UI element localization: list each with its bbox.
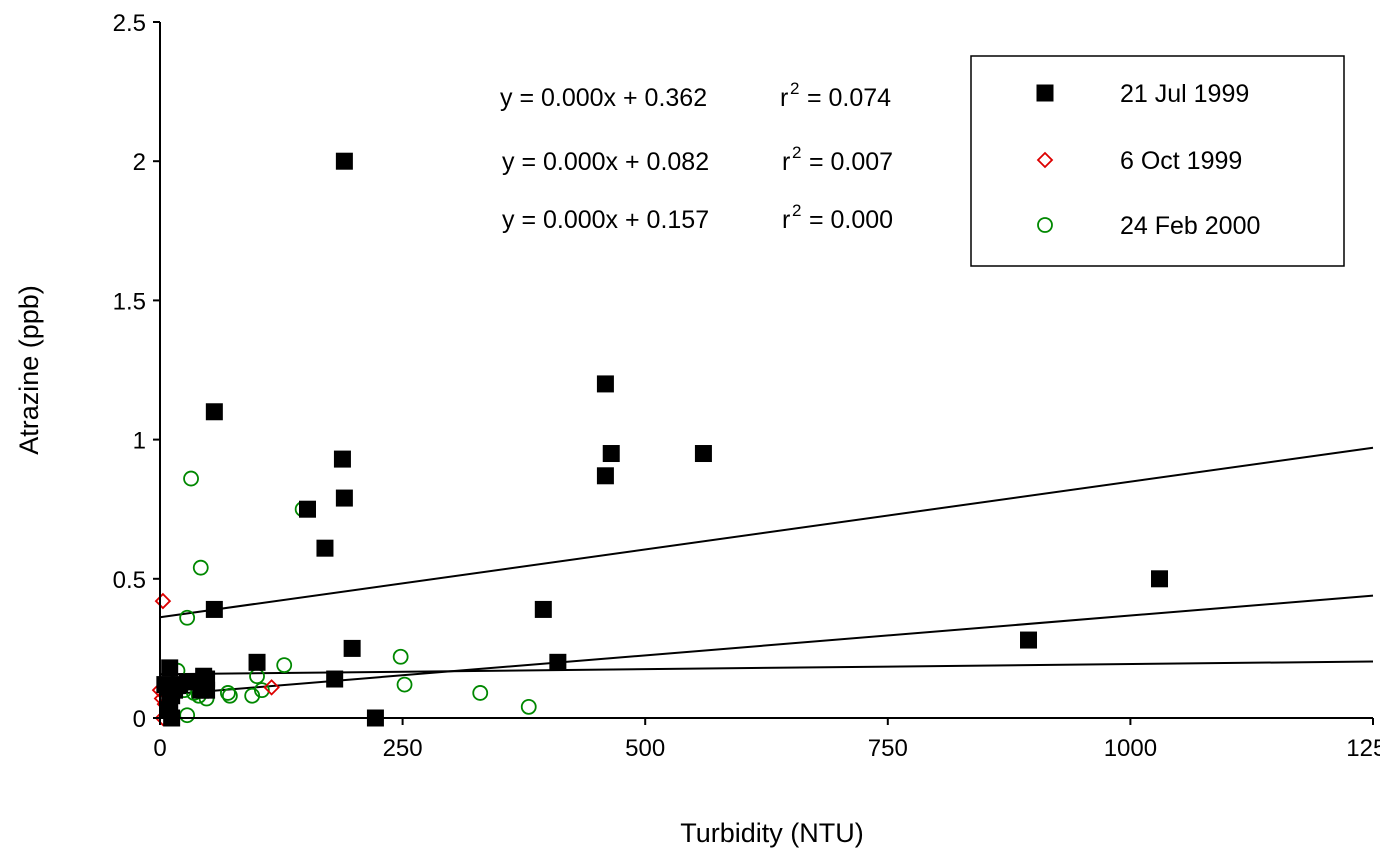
data-point [333, 450, 351, 468]
r2-superscript: 2 [792, 201, 801, 220]
r2-value: = 0.074 [800, 84, 891, 112]
data-point [549, 653, 567, 671]
data-point [520, 698, 537, 715]
y-tick-label: 2 [133, 149, 146, 176]
legend: 21 Jul 1999 6 Oct 1999 24 Feb 2000 [970, 55, 1345, 267]
r2-label: r [782, 148, 790, 176]
data-point [602, 445, 620, 463]
data-point [335, 489, 353, 507]
data-point [248, 653, 266, 671]
data-point [263, 679, 280, 696]
data-point [249, 668, 265, 685]
r2-value: = 0.000 [802, 206, 893, 234]
regression-lines [159, 446, 1374, 697]
data-point [326, 670, 344, 688]
data-point [534, 600, 552, 618]
x-tick-label: 250 [383, 735, 423, 762]
data-point [221, 687, 238, 704]
data-point [316, 539, 334, 557]
x-tick-label: 1000 [1104, 735, 1157, 762]
y-tick-label: 2.5 [113, 10, 146, 37]
regression-line [159, 446, 1374, 619]
legend-label: 24 Feb 2000 [1120, 212, 1260, 240]
x-tick-label: 500 [625, 735, 665, 762]
data-point [694, 445, 712, 463]
y-tick-label: 1.5 [113, 288, 146, 315]
data-point [343, 639, 361, 657]
r2-superscript: 2 [792, 143, 801, 162]
y-axis-title: Atrazine (ppb) [14, 285, 44, 455]
data-point [205, 403, 223, 421]
y-tick-label: 1 [133, 428, 146, 455]
data-point [392, 648, 409, 665]
data-point [179, 609, 196, 626]
legend-label: 6 Oct 1999 [1120, 147, 1242, 175]
equation-text: y = 0.000x + 0.082 [502, 148, 709, 176]
data-point [183, 470, 199, 487]
data-point [1151, 570, 1169, 588]
data-point [472, 685, 489, 701]
data-points [151, 152, 1169, 727]
data-point [205, 600, 223, 618]
y-tick-label: 0 [133, 706, 146, 733]
r2-superscript: 2 [790, 79, 799, 98]
data-point [192, 559, 209, 576]
equation-text: y = 0.000x + 0.362 [500, 84, 707, 112]
regression-line [159, 594, 1374, 697]
r2-value: = 0.007 [802, 148, 893, 176]
r2-label: r [780, 84, 788, 112]
legend-box [970, 55, 1345, 267]
x-axis-title: Turbidity (NTU) [680, 818, 864, 848]
data-point [335, 152, 353, 170]
data-point [244, 687, 261, 704]
regression-line [159, 660, 1374, 676]
data-point [1020, 631, 1038, 649]
y-tick-label: 0.5 [113, 567, 146, 594]
legend-marker [1036, 84, 1054, 102]
data-point [596, 467, 614, 485]
data-point [396, 676, 413, 693]
data-point [596, 375, 614, 393]
legend-label: 21 Jul 1999 [1120, 80, 1249, 108]
data-point [154, 592, 172, 610]
x-tick-label: 750 [868, 735, 908, 762]
data-point [161, 659, 179, 677]
data-point [276, 657, 293, 674]
data-point [299, 500, 317, 518]
r2-label: r [782, 206, 790, 234]
equation-text: y = 0.000x + 0.157 [502, 206, 709, 234]
data-point [220, 685, 236, 701]
data-point [198, 681, 216, 699]
x-tick-label: 0 [153, 735, 166, 762]
legend-marker [1036, 151, 1054, 169]
legend-marker [1037, 217, 1053, 233]
data-point [179, 707, 196, 724]
